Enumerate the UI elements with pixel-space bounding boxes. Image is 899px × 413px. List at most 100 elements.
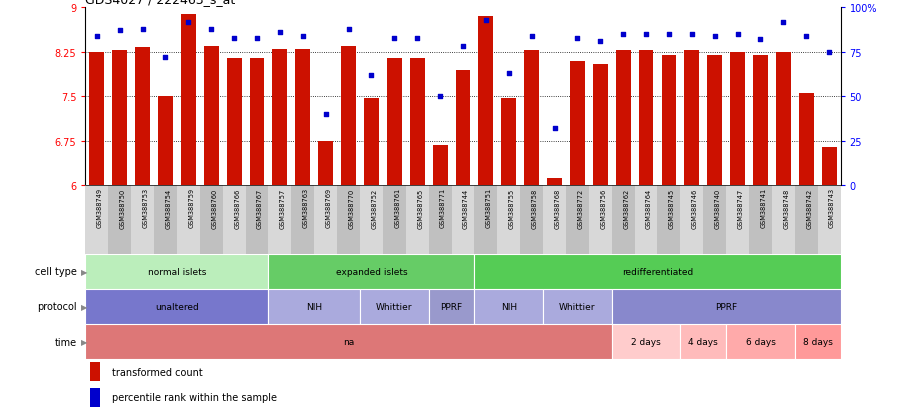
Point <box>776 19 790 26</box>
Bar <box>475 289 543 324</box>
Text: GSM388758: GSM388758 <box>531 188 538 228</box>
Bar <box>616 51 630 186</box>
Text: GSM388772: GSM388772 <box>577 188 583 228</box>
Text: unaltered: unaltered <box>155 302 199 311</box>
Text: protocol: protocol <box>37 301 76 312</box>
Point <box>410 35 424 42</box>
Text: GSM388754: GSM388754 <box>165 188 172 228</box>
Text: GSM388742: GSM388742 <box>806 188 812 228</box>
Bar <box>638 51 654 186</box>
Bar <box>318 141 334 186</box>
Point <box>753 37 768 43</box>
Bar <box>681 324 726 359</box>
Point <box>364 72 378 79</box>
Text: 8 days: 8 days <box>803 337 832 346</box>
Bar <box>85 324 611 359</box>
Bar <box>592 64 608 186</box>
Bar <box>383 186 405 254</box>
Text: ▶: ▶ <box>81 267 87 276</box>
Text: GSM388753: GSM388753 <box>143 188 148 228</box>
Point <box>478 17 493 24</box>
Bar <box>662 56 676 186</box>
Text: ▶: ▶ <box>81 302 87 311</box>
Point <box>342 26 356 33</box>
Text: GSM388765: GSM388765 <box>417 188 423 228</box>
Bar <box>799 94 814 186</box>
Point <box>616 32 630 38</box>
Text: GSM388740: GSM388740 <box>715 188 721 228</box>
Text: GSM388748: GSM388748 <box>783 188 789 228</box>
Point <box>90 33 104 40</box>
Point <box>593 39 608 45</box>
Text: GSM388747: GSM388747 <box>737 188 743 228</box>
Bar <box>315 186 337 254</box>
Text: GSM388770: GSM388770 <box>349 188 354 228</box>
Bar <box>269 254 475 289</box>
Bar <box>90 388 100 406</box>
Text: 2 days: 2 days <box>631 337 661 346</box>
Text: GSM388744: GSM388744 <box>463 188 469 228</box>
Bar <box>611 289 841 324</box>
Bar <box>341 47 356 186</box>
Bar <box>158 97 173 186</box>
Bar <box>360 289 429 324</box>
Text: PPRF: PPRF <box>441 302 463 311</box>
Text: GSM388741: GSM388741 <box>761 188 767 228</box>
Text: GSM388764: GSM388764 <box>646 188 652 228</box>
Bar <box>269 186 291 254</box>
Bar <box>429 289 475 324</box>
Bar <box>131 186 154 254</box>
Bar <box>749 186 772 254</box>
Bar <box>387 59 402 186</box>
Text: GSM388756: GSM388756 <box>601 188 606 228</box>
Bar <box>405 186 429 254</box>
Bar <box>543 186 566 254</box>
Point <box>272 30 287 36</box>
Bar <box>684 51 699 186</box>
Bar <box>635 186 657 254</box>
Text: GSM388749: GSM388749 <box>97 188 102 228</box>
Bar <box>364 99 378 186</box>
Bar <box>753 56 768 186</box>
Bar <box>223 186 245 254</box>
Text: GSM388762: GSM388762 <box>623 188 629 228</box>
Point <box>547 126 562 132</box>
Text: redifferentiated: redifferentiated <box>622 267 693 276</box>
Text: GSM388746: GSM388746 <box>692 188 698 228</box>
Bar <box>456 70 470 186</box>
Text: GSM388769: GSM388769 <box>325 188 332 228</box>
Text: Whittier: Whittier <box>559 302 596 311</box>
Point <box>433 94 448 100</box>
Point <box>685 32 699 38</box>
Bar <box>410 59 424 186</box>
Point <box>708 33 722 40</box>
Bar <box>181 15 196 186</box>
Text: GSM388750: GSM388750 <box>120 188 126 228</box>
Bar <box>296 50 310 186</box>
Bar <box>90 362 100 381</box>
Point <box>662 32 676 38</box>
Bar <box>200 186 223 254</box>
Bar <box>135 48 150 186</box>
Bar <box>204 47 218 186</box>
Text: normal islets: normal islets <box>147 267 206 276</box>
Text: percentile rank within the sample: percentile rank within the sample <box>112 392 278 402</box>
Point <box>502 71 516 77</box>
Text: PPRF: PPRF <box>715 302 737 311</box>
Point <box>387 35 402 42</box>
Bar <box>177 186 200 254</box>
Bar <box>432 146 448 186</box>
Bar <box>547 179 562 186</box>
Point <box>639 32 654 38</box>
Text: 6 days: 6 days <box>745 337 776 346</box>
Bar <box>154 186 177 254</box>
Bar <box>730 53 745 186</box>
Text: GSM388755: GSM388755 <box>509 188 515 228</box>
Bar <box>726 324 795 359</box>
Bar <box>818 186 841 254</box>
Text: GSM388751: GSM388751 <box>485 188 492 228</box>
Bar <box>85 254 269 289</box>
Bar <box>112 51 127 186</box>
Bar <box>108 186 131 254</box>
Point <box>112 28 127 35</box>
